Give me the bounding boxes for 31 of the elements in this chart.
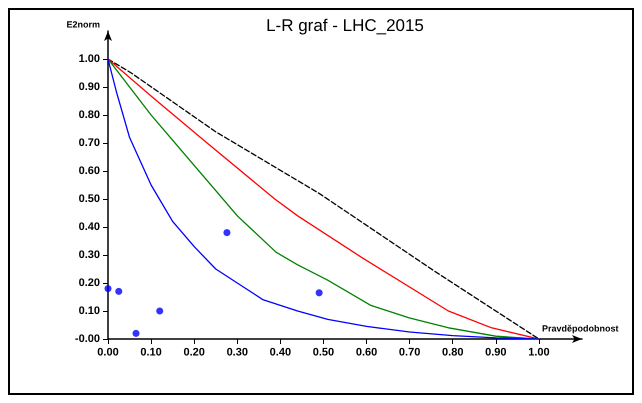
y-tick-label: 0.60 — [78, 165, 100, 177]
y-tick-label: -0.00 — [74, 333, 100, 345]
y-tick-label: 0.80 — [78, 109, 100, 121]
x-tick-label: 0.00 — [97, 346, 119, 358]
x-tick-label: 0.90 — [485, 346, 507, 358]
x-tick-label: 0.80 — [442, 346, 464, 358]
x-tick-label: 0.20 — [183, 346, 205, 358]
point — [223, 229, 230, 236]
y-tick-label: 0.30 — [78, 249, 100, 261]
y-tick-label: 0.20 — [78, 277, 100, 289]
x-tick-label: 0.10 — [140, 346, 162, 358]
point — [156, 308, 164, 314]
y-tick-label: 0.70 — [78, 137, 100, 149]
y-tick-label: 1.00 — [78, 53, 100, 65]
point — [132, 330, 140, 337]
y-axis-title: E2norm — [66, 20, 100, 30]
x-tick-label: 0.30 — [226, 346, 248, 358]
x-tick-label: 0.60 — [356, 346, 378, 358]
point — [316, 289, 323, 296]
x-tick-label: 0.70 — [398, 346, 420, 358]
y-tick-label: 0.10 — [78, 305, 100, 317]
point — [104, 285, 112, 292]
x-tick-label: 0.50 — [312, 346, 334, 358]
y-tick-label: 0.90 — [78, 81, 100, 93]
x-tick-label: 1.00 — [528, 346, 550, 358]
x-axis-title: Pravděpodobnost — [542, 324, 619, 334]
x-tick-label: 0.40 — [270, 346, 292, 358]
point — [115, 288, 122, 295]
y-tick-label: 0.50 — [78, 193, 100, 205]
y-tick-label: 0.40 — [78, 221, 100, 233]
chart-title: L-R graf - LHC_2015 — [266, 16, 424, 35]
